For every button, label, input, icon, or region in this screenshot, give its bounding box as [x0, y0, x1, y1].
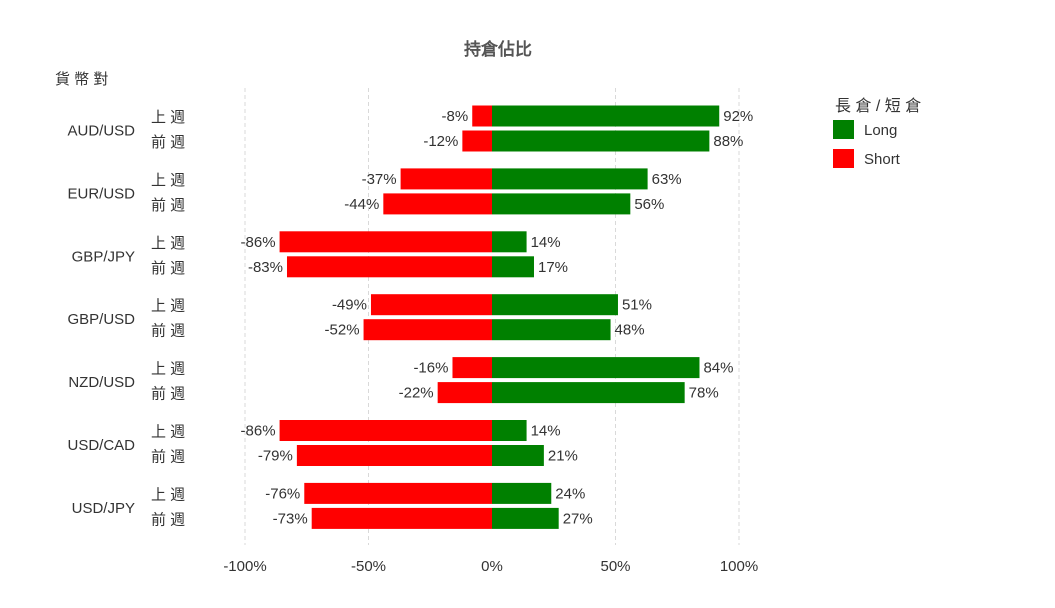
short-value-label: -49% — [332, 297, 367, 314]
short-bar[interactable] — [363, 319, 492, 341]
long-bar[interactable] — [492, 357, 700, 379]
category-label: USD/JPY — [72, 500, 135, 517]
short-value-label: -8% — [442, 108, 469, 125]
period-label: 上 週 — [151, 361, 185, 378]
period-label: 上 週 — [151, 172, 185, 189]
short-value-label: -86% — [241, 234, 276, 251]
legend-long-label[interactable]: Long — [864, 122, 897, 139]
short-bar[interactable] — [437, 382, 492, 404]
long-value-label: 17% — [538, 259, 568, 276]
category-label: AUD/USD — [67, 123, 135, 140]
long-value-label: 88% — [713, 133, 743, 150]
short-value-label: -44% — [344, 196, 379, 213]
short-value-label: -16% — [413, 360, 448, 377]
category-label: GBP/USD — [67, 311, 135, 328]
long-bar[interactable] — [492, 482, 552, 504]
x-tick-label: 0% — [481, 558, 503, 575]
period-label: 前 週 — [151, 197, 185, 214]
short-value-label: -83% — [248, 259, 283, 276]
period-label: 前 週 — [151, 511, 185, 528]
bars-layer — [279, 105, 720, 529]
period-label: 前 週 — [151, 260, 185, 277]
chart-title: 持倉佔比 — [464, 39, 532, 59]
x-tick-label: -100% — [223, 558, 266, 575]
short-value-label: -73% — [273, 510, 308, 527]
period-label: 上 週 — [151, 298, 185, 315]
legend-title: 長 倉 / 短 倉 — [835, 97, 921, 115]
legend-short-label[interactable]: Short — [864, 151, 901, 168]
period-label: 上 週 — [151, 235, 185, 252]
short-bar[interactable] — [462, 130, 492, 152]
short-bar[interactable] — [400, 168, 492, 190]
short-bar[interactable] — [452, 357, 492, 379]
short-bar[interactable] — [370, 294, 492, 316]
long-bar[interactable] — [492, 256, 534, 278]
long-bar[interactable] — [492, 507, 559, 529]
x-tick-label: -50% — [351, 558, 386, 575]
period-label: 上 週 — [151, 486, 185, 503]
period-label: 上 週 — [151, 109, 185, 126]
short-bar[interactable] — [279, 420, 492, 441]
long-bar[interactable] — [492, 168, 648, 190]
long-value-label: 92% — [723, 108, 753, 125]
category-label: EUR/USD — [67, 185, 135, 202]
long-value-label: 48% — [615, 322, 645, 339]
long-value-label: 21% — [548, 448, 578, 465]
long-bar[interactable] — [492, 231, 527, 253]
short-bar[interactable] — [472, 105, 492, 127]
legend-long-swatch[interactable] — [833, 120, 854, 139]
long-value-label: 24% — [555, 485, 585, 502]
short-value-label: -76% — [265, 485, 300, 502]
long-bar[interactable] — [492, 193, 631, 215]
y-axis-title: 貨 幣 對 — [55, 71, 108, 88]
period-label: 前 週 — [151, 449, 185, 466]
short-bar[interactable] — [311, 507, 492, 529]
long-value-label: 51% — [622, 297, 652, 314]
long-value-label: 56% — [634, 196, 664, 213]
short-value-label: -86% — [241, 423, 276, 440]
short-bar[interactable] — [383, 193, 492, 215]
long-bar[interactable] — [492, 319, 611, 341]
category-label: USD/CAD — [67, 437, 135, 454]
grid-layer — [244, 88, 740, 545]
x-tick-label: 100% — [720, 558, 758, 575]
long-bar[interactable] — [492, 382, 685, 404]
long-value-label: 14% — [531, 423, 561, 440]
long-value-label: 27% — [563, 510, 593, 527]
long-value-label: 78% — [689, 385, 719, 402]
long-bar[interactable] — [492, 130, 710, 152]
period-label: 上 週 — [151, 424, 185, 441]
labels-layer: 92% -8% 88% -12% 63% -37% 56% -44% 14% -86% 17% -83… — [241, 108, 754, 527]
long-bar[interactable] — [492, 105, 720, 127]
category-label: NZD/USD — [68, 374, 135, 391]
short-bar[interactable] — [286, 256, 492, 278]
long-value-label: 14% — [531, 234, 561, 251]
long-value-label: 63% — [652, 171, 682, 188]
x-tick-label: 50% — [600, 558, 630, 575]
legend: 長 倉 / 短 倉 Long Short — [833, 97, 921, 168]
long-bar[interactable] — [492, 445, 544, 466]
short-value-label: -79% — [258, 448, 293, 465]
period-label: 前 週 — [151, 386, 185, 403]
long-bar[interactable] — [492, 420, 527, 441]
long-value-label: 84% — [703, 360, 733, 377]
long-bar[interactable] — [492, 294, 618, 316]
short-bar[interactable] — [296, 445, 492, 466]
short-bar[interactable] — [279, 231, 492, 253]
short-value-label: -22% — [399, 385, 434, 402]
legend-short-swatch[interactable] — [833, 149, 854, 168]
period-label: 前 週 — [151, 134, 185, 151]
period-label: 前 週 — [151, 323, 185, 340]
category-label: GBP/JPY — [72, 248, 135, 265]
short-value-label: -12% — [423, 133, 458, 150]
short-bar[interactable] — [304, 482, 492, 504]
short-value-label: -37% — [362, 171, 397, 188]
short-value-label: -52% — [325, 322, 360, 339]
